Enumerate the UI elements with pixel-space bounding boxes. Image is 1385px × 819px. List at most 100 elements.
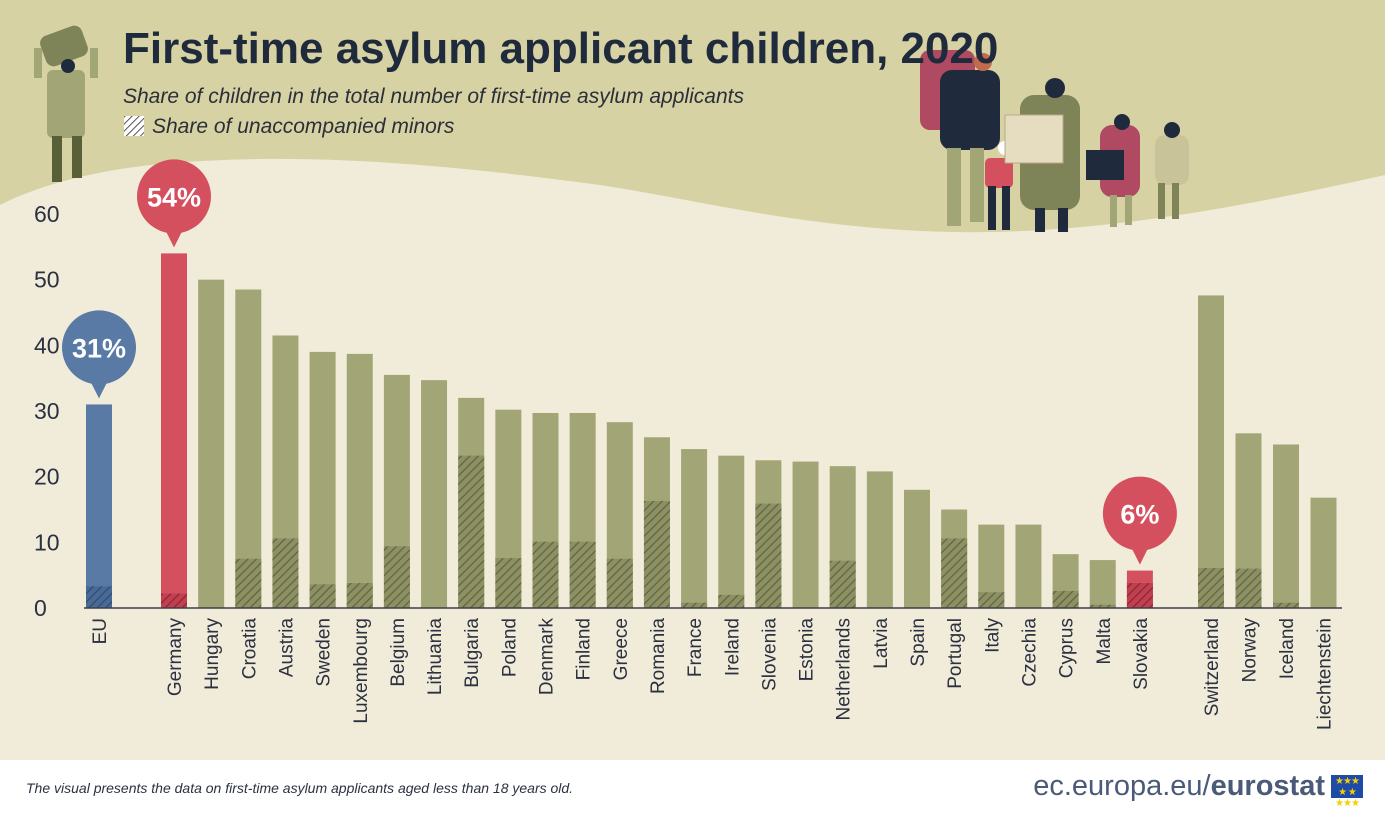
footer-note: The visual presents the data on first-ti… bbox=[26, 780, 574, 796]
bar-unaccompanied bbox=[1089, 604, 1116, 608]
x-tick-label: Netherlands bbox=[834, 618, 855, 720]
eurostat-brand: ec.europa.eu/eurostat ★★★ ★ ★ ★★★ bbox=[1033, 770, 1363, 809]
bar-hungary bbox=[198, 279, 225, 608]
callout-value: 31% bbox=[72, 333, 126, 363]
bar-france bbox=[681, 449, 708, 608]
bar-unaccompanied bbox=[272, 538, 299, 608]
chart-subtitle: Share of children in the total number of… bbox=[123, 85, 744, 108]
y-axis: 0 10 20 30 40 50 60 bbox=[34, 201, 60, 621]
bar-switzerland bbox=[1198, 295, 1224, 608]
x-tick-label: Luxembourg bbox=[351, 618, 372, 724]
bar-germany bbox=[161, 253, 187, 608]
bar-romania bbox=[643, 437, 670, 608]
y-tick-label: 0 bbox=[34, 595, 47, 621]
x-tick-label: Austria bbox=[276, 618, 297, 678]
bar-unaccompanied bbox=[755, 503, 782, 608]
x-tick-label: Slovakia bbox=[1131, 618, 1152, 690]
x-tick-label: Sweden bbox=[314, 618, 335, 687]
bar-unaccompanied bbox=[161, 593, 187, 608]
x-tick-label: Denmark bbox=[537, 618, 558, 696]
bar-unaccompanied bbox=[1273, 602, 1299, 608]
bar-czechia bbox=[1015, 524, 1042, 608]
y-tick-label: 50 bbox=[34, 267, 60, 293]
bar-croatia bbox=[235, 289, 262, 608]
person-carrying-bundle-icon bbox=[34, 25, 98, 182]
bar-total bbox=[681, 449, 708, 608]
x-tick-label: Finland bbox=[574, 618, 595, 680]
bar-total bbox=[792, 461, 819, 608]
bar-unaccompanied bbox=[681, 602, 708, 608]
bar-total bbox=[421, 380, 448, 608]
bar-total bbox=[346, 353, 373, 608]
y-tick-label: 30 bbox=[34, 398, 60, 424]
bar-ireland bbox=[718, 455, 745, 608]
x-tick-label: France bbox=[685, 618, 706, 677]
bar-norway bbox=[1235, 433, 1262, 608]
bar-slovenia bbox=[755, 460, 782, 608]
x-tick-label: Cyprus bbox=[1057, 618, 1078, 678]
bar-cyprus bbox=[1052, 554, 1079, 608]
bar-slovakia bbox=[1126, 570, 1153, 608]
bar-unaccompanied bbox=[235, 558, 262, 608]
legend-hatch-swatch bbox=[124, 116, 144, 136]
family-illustration-icon bbox=[920, 50, 1189, 232]
bar-unaccompanied bbox=[532, 541, 559, 608]
callout-bubble bbox=[62, 310, 136, 385]
bar-unaccompanied bbox=[829, 560, 856, 608]
bar-unaccompanied bbox=[383, 546, 410, 608]
x-tick-label: Latvia bbox=[871, 618, 892, 669]
x-tick-label: Croatia bbox=[239, 618, 260, 680]
x-tick-label: Slovenia bbox=[759, 618, 780, 691]
bar-unaccompanied bbox=[86, 586, 112, 608]
bar-chart: First-time asylum applicant children, 20… bbox=[0, 0, 1385, 760]
bars bbox=[86, 253, 1337, 608]
x-tick-label: Hungary bbox=[202, 618, 223, 690]
bar-total bbox=[1273, 444, 1299, 608]
bar-total bbox=[198, 279, 225, 608]
callout-value: 54% bbox=[147, 182, 201, 212]
bar-unaccompanied bbox=[1235, 568, 1262, 608]
bar-total bbox=[1015, 524, 1042, 608]
bar-unaccompanied bbox=[309, 584, 336, 608]
brand-prefix: ec.europa.eu/ bbox=[1033, 770, 1211, 802]
y-tick-label: 20 bbox=[34, 464, 60, 490]
callout-slovakia: 6% bbox=[1102, 476, 1177, 565]
bar-greece bbox=[606, 422, 633, 608]
bar-austria bbox=[272, 335, 299, 608]
bar-unaccompanied bbox=[606, 558, 633, 608]
bar-estonia bbox=[792, 461, 819, 608]
x-tick-label: Malta bbox=[1094, 618, 1115, 665]
bar-unaccompanied bbox=[978, 592, 1005, 608]
bar-finland bbox=[569, 412, 596, 608]
x-tick-label: Norway bbox=[1240, 618, 1261, 683]
bar-unaccompanied bbox=[346, 583, 373, 608]
x-tick-label: Estonia bbox=[797, 618, 818, 682]
x-tick-label: Belgium bbox=[388, 618, 409, 687]
x-tick-label: Czechia bbox=[1019, 618, 1040, 687]
bar-total bbox=[1198, 295, 1224, 608]
callouts: 31% 54% 6% bbox=[62, 159, 1177, 565]
x-tick-label: Switzerland bbox=[1202, 618, 1223, 716]
x-tick-label: Iceland bbox=[1277, 618, 1298, 679]
bar-latvia bbox=[866, 471, 893, 608]
bar-portugal bbox=[941, 509, 968, 608]
x-tick-label: Poland bbox=[499, 618, 520, 677]
bar-unaccompanied bbox=[643, 500, 670, 608]
x-tick-label: Italy bbox=[982, 618, 1003, 653]
bar-total bbox=[309, 351, 336, 608]
bar-total bbox=[86, 404, 112, 608]
eu-flag-icon: ★★★ ★ ★ ★★★ bbox=[1331, 775, 1363, 809]
bar-unaccompanied bbox=[941, 538, 968, 608]
brand-name: eurostat bbox=[1210, 770, 1325, 802]
bar-eu bbox=[86, 404, 112, 608]
callout-bubble bbox=[137, 159, 211, 234]
bar-italy bbox=[978, 524, 1005, 608]
callout-germany: 54% bbox=[137, 159, 211, 248]
x-tick-label: EU bbox=[90, 618, 111, 644]
bar-total bbox=[718, 455, 745, 608]
x-tick-label: Lithuania bbox=[425, 618, 446, 696]
y-tick-label: 60 bbox=[34, 201, 60, 227]
x-tick-label: Bulgaria bbox=[462, 618, 483, 688]
callout-value: 6% bbox=[1120, 500, 1159, 530]
